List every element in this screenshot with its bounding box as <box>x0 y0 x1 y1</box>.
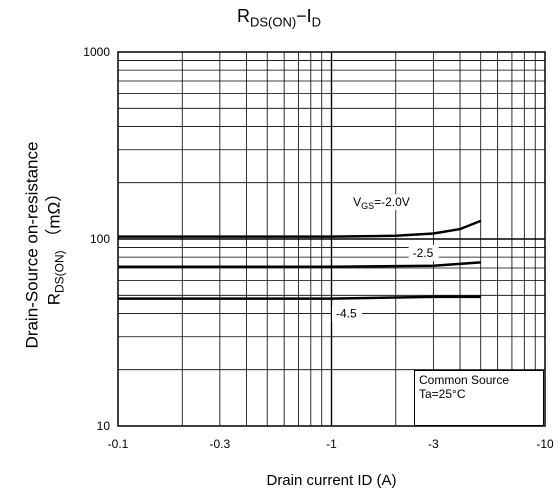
title-dash-sub: D <box>311 14 322 30</box>
y-tick-label: 100 <box>90 232 110 246</box>
annotation-label-1: -2.5 <box>413 246 434 260</box>
x-tick-label: -10 <box>536 437 554 451</box>
legend-line2: Ta=25°C <box>419 387 466 401</box>
annotation-bg <box>408 245 439 262</box>
annotations: VGS=-2.0V -2.5 -4.5 <box>332 194 439 322</box>
tick-labels: -0.1 -0.3 -1 -3 -10 10 100 1000 <box>83 45 554 451</box>
title-main: R <box>236 6 250 26</box>
series-line-2 <box>118 295 481 300</box>
x-tick-label: -0.1 <box>108 437 129 451</box>
legend-box: Common Source Ta=25°C <box>414 370 544 426</box>
y-tick-label: 1000 <box>83 45 110 59</box>
x-tick-label: -3 <box>428 437 439 451</box>
x-axis-label: Drain current ID (A) <box>266 472 397 489</box>
annotation-label-2: -4.5 <box>336 307 357 321</box>
plot-frame <box>117 51 546 427</box>
annotation-vgs-sub: GS <box>361 201 374 211</box>
y-tick-label: 10 <box>97 419 111 433</box>
annotation-vgs-symbol: V <box>353 195 361 209</box>
x-tick-label: -0.3 <box>210 437 231 451</box>
annotation-bg <box>332 305 363 322</box>
annotation-vgs-rest: =-2.0V <box>374 195 410 209</box>
title-dash: −I <box>296 6 312 26</box>
x-tick-label: -1 <box>326 437 337 451</box>
annotation-bg <box>351 194 432 211</box>
series-line-0 <box>118 219 482 238</box>
chart-title: RDS(ON)−ID <box>0 6 558 30</box>
title-main-sub: DS(ON) <box>249 14 297 30</box>
series-line-1 <box>118 261 481 269</box>
annotation-vgs: VGS=-2.0V <box>353 195 410 211</box>
grid <box>118 52 545 426</box>
legend-line1: Common Source <box>419 373 510 387</box>
series-group <box>118 219 482 300</box>
